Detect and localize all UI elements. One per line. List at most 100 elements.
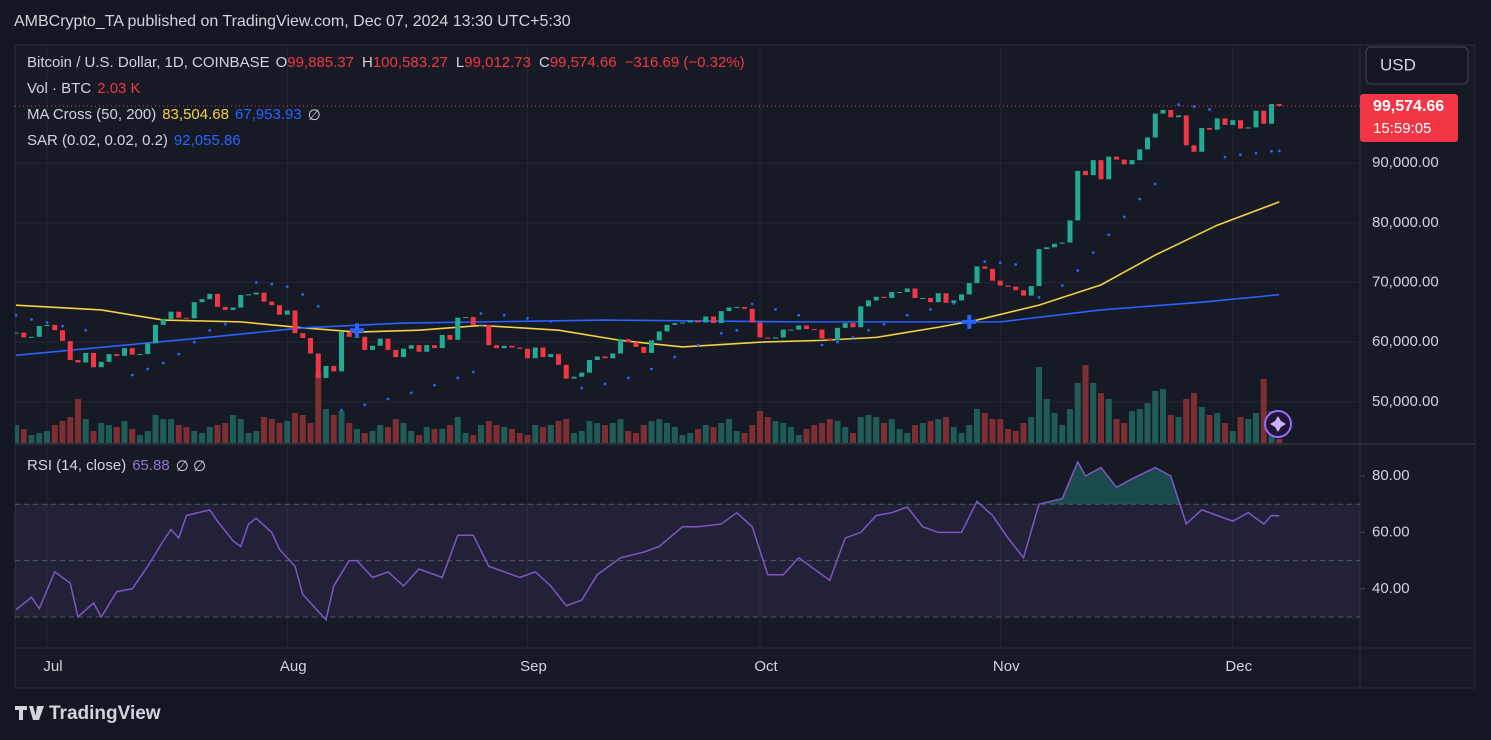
candle <box>1028 286 1034 296</box>
candle <box>238 295 244 308</box>
sar-dot <box>208 328 212 332</box>
candle <box>401 348 406 358</box>
candle <box>106 354 112 362</box>
volume-bar <box>152 415 159 443</box>
sar-dot <box>161 361 165 365</box>
volume-bar <box>788 427 794 443</box>
volume-bar <box>1090 383 1097 443</box>
sar-dot <box>998 261 1002 265</box>
sar-dot <box>1177 103 1180 107</box>
volume-bar <box>896 429 903 443</box>
candle <box>920 298 926 300</box>
candle <box>850 323 856 328</box>
y-tick-label: 60.00 <box>1372 523 1410 540</box>
candle <box>308 337 313 354</box>
sar-dot <box>192 340 196 344</box>
volume-bar <box>912 425 918 443</box>
candle <box>563 364 569 379</box>
candle <box>478 324 484 326</box>
ma-value: 83,504.68 <box>162 106 229 123</box>
sar-dot <box>673 355 677 359</box>
volume-bar <box>1144 403 1151 443</box>
volume-bar <box>454 417 461 443</box>
volume-bar <box>718 423 725 443</box>
candle <box>571 376 577 379</box>
x-tick-label: Oct <box>754 658 778 675</box>
candle <box>997 280 1003 286</box>
volume-bar <box>1229 431 1236 443</box>
sar-dot <box>433 383 436 387</box>
volume-bar <box>1206 415 1213 443</box>
candle <box>408 345 414 349</box>
price-tag <box>1360 94 1458 143</box>
volume-bar <box>36 433 43 443</box>
candle <box>145 343 151 355</box>
candle <box>680 322 685 324</box>
volume-bar <box>888 419 895 443</box>
candle <box>610 353 616 359</box>
volume-bar <box>1005 429 1011 443</box>
sar-dot <box>797 313 801 317</box>
candle <box>114 354 120 356</box>
sar-dot <box>1091 251 1095 255</box>
candle <box>928 298 933 303</box>
legend-row: MA Cross (50, 200) 83,504.68 67,953.93 ∅ <box>27 106 321 124</box>
volume-bar <box>191 431 198 443</box>
volume-bar <box>625 431 632 443</box>
volume-bar <box>1222 423 1228 443</box>
candle <box>354 336 360 338</box>
logo-text: TradingView <box>49 703 161 724</box>
sar-dot <box>254 281 258 284</box>
sar-dot <box>867 328 870 332</box>
volume-bar <box>1175 417 1182 443</box>
sar-dot <box>316 304 320 308</box>
volume-bar <box>1237 417 1244 443</box>
volume-bar <box>1074 383 1081 443</box>
candle <box>1129 160 1135 165</box>
logo-mark <box>15 706 44 720</box>
candle <box>889 292 895 299</box>
ohlc-key: H <box>361 54 373 71</box>
candle <box>1207 127 1212 130</box>
volume-bar <box>377 425 384 443</box>
countdown: 15:59:05 <box>1373 120 1431 137</box>
ohlc-key: O <box>275 54 288 71</box>
assistant-icon-star <box>1270 416 1286 432</box>
candle <box>176 311 182 318</box>
volume-bar <box>82 419 89 443</box>
volume-bar <box>385 427 391 443</box>
volume-bar <box>106 425 112 443</box>
volume-bar <box>695 429 701 443</box>
currency-button[interactable] <box>1365 46 1469 85</box>
volume-bar <box>757 411 763 443</box>
sar-dot <box>409 391 413 395</box>
candle <box>277 305 282 315</box>
volume-bar <box>214 425 221 443</box>
volume-bar <box>516 433 523 443</box>
volume-bar <box>501 427 508 443</box>
candle <box>315 353 321 378</box>
volume-bar <box>679 435 686 443</box>
volume-bar <box>842 427 849 443</box>
currency-label[interactable]: USD <box>1380 55 1416 74</box>
candle <box>455 317 461 340</box>
volume-bar <box>664 423 670 443</box>
candle <box>1114 156 1119 160</box>
candle <box>509 345 515 348</box>
legend-row: RSI (14, close) 65.88 ∅ ∅ <box>27 457 206 475</box>
symbol: Bitcoin / U.S. Dollar, 1D, COINBASE <box>27 54 270 71</box>
rsi-title: RSI (14, close) <box>27 457 127 474</box>
sar-dot <box>696 343 700 347</box>
candle <box>1052 243 1057 248</box>
volume-bar <box>245 433 252 443</box>
sar-dot <box>479 312 483 315</box>
candle <box>1230 120 1236 125</box>
candle <box>15 332 19 334</box>
sar-dot <box>983 260 987 264</box>
ma-value: 67,953.93 <box>234 106 302 123</box>
rsi-pane <box>15 460 1360 622</box>
sar-dot <box>820 343 824 347</box>
ma-line <box>15 293 1280 357</box>
y-tick-label: 70,000.00 <box>1372 273 1439 290</box>
candle <box>470 317 476 325</box>
